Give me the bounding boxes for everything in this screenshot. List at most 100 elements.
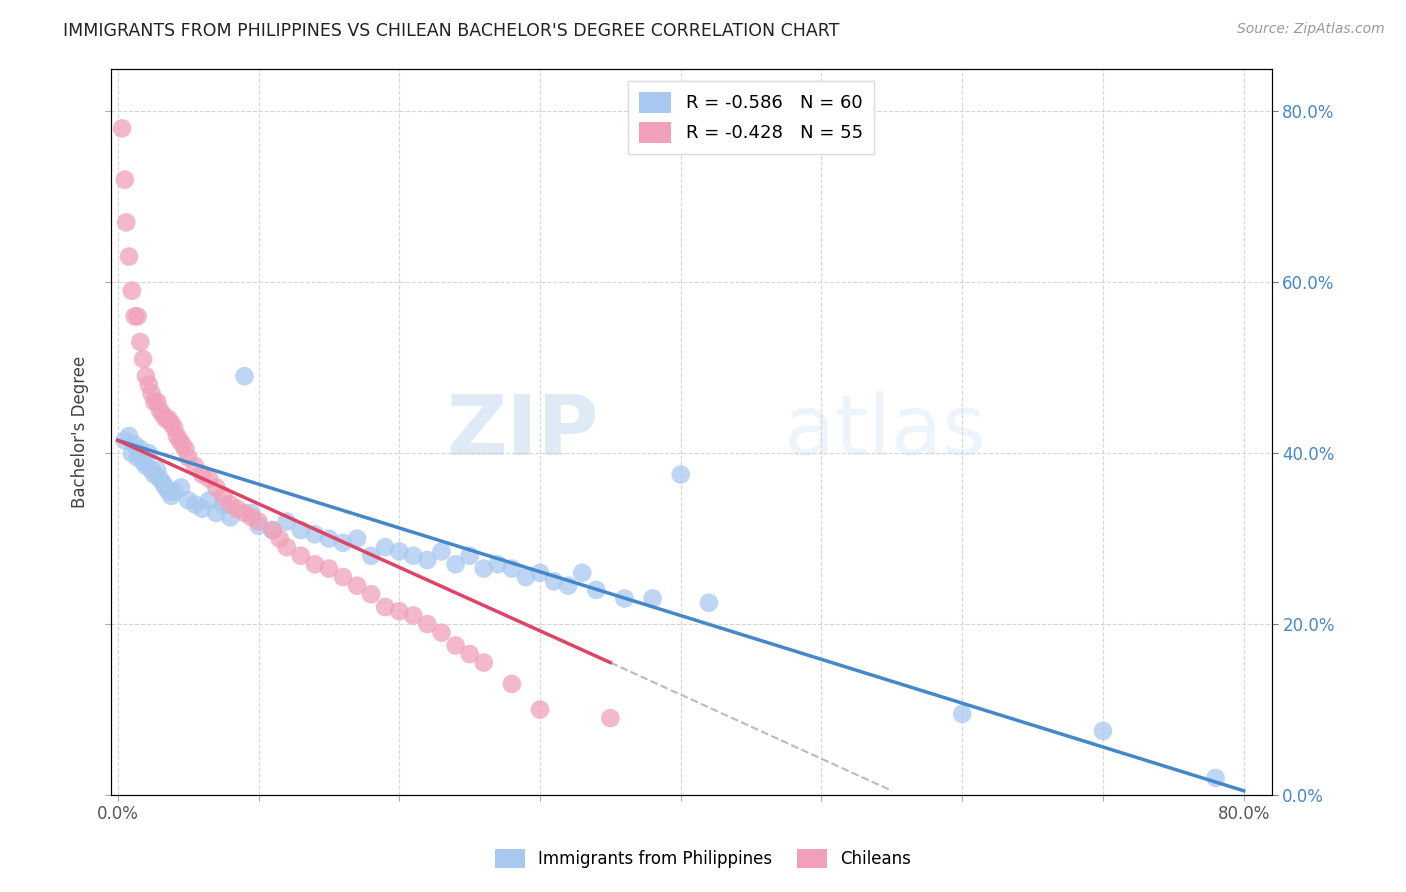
Point: [135, 458, 157, 473]
Point: [198, 493, 221, 508]
Point: [318, 532, 340, 546]
Point: [444, 558, 467, 572]
Point: [166, 429, 188, 443]
Point: [346, 579, 368, 593]
Point: [157, 412, 180, 426]
Point: [163, 484, 186, 499]
Point: [1205, 771, 1227, 785]
Point: [212, 498, 235, 512]
Point: [332, 536, 354, 550]
Point: [402, 549, 425, 563]
Point: [332, 570, 354, 584]
Point: [132, 455, 155, 469]
Point: [486, 558, 509, 572]
Point: [219, 510, 242, 524]
Point: [240, 510, 263, 524]
Point: [571, 566, 593, 580]
Point: [170, 480, 193, 494]
Point: [191, 501, 214, 516]
Point: [585, 582, 607, 597]
Point: [149, 403, 172, 417]
Legend: Immigrants from Philippines, Chileans: Immigrants from Philippines, Chileans: [488, 843, 918, 875]
Point: [174, 442, 197, 456]
Point: [121, 446, 143, 460]
Point: [160, 416, 183, 430]
Point: [290, 549, 312, 563]
Point: [177, 450, 200, 465]
Point: [138, 377, 160, 392]
Point: [132, 352, 155, 367]
Point: [388, 604, 411, 618]
Point: [950, 706, 973, 721]
Point: [157, 484, 180, 499]
Point: [402, 608, 425, 623]
Point: [430, 625, 453, 640]
Point: [114, 172, 136, 186]
Point: [155, 412, 177, 426]
Point: [669, 467, 692, 482]
Point: [276, 540, 298, 554]
Point: [129, 442, 152, 456]
Point: [360, 549, 382, 563]
Point: [233, 506, 256, 520]
Point: [114, 434, 136, 448]
Point: [444, 639, 467, 653]
Point: [149, 472, 172, 486]
Point: [111, 121, 134, 136]
Point: [152, 408, 174, 422]
Point: [163, 420, 186, 434]
Point: [388, 544, 411, 558]
Point: [233, 369, 256, 384]
Point: [458, 549, 481, 563]
Point: [1091, 723, 1114, 738]
Text: atlas: atlas: [785, 392, 986, 472]
Point: [127, 310, 149, 324]
Point: [146, 395, 169, 409]
Point: [529, 566, 551, 580]
Point: [121, 284, 143, 298]
Text: ZIP: ZIP: [446, 392, 599, 472]
Point: [641, 591, 664, 606]
Point: [247, 518, 270, 533]
Point: [118, 429, 141, 443]
Point: [318, 561, 340, 575]
Point: [262, 523, 284, 537]
Point: [416, 617, 439, 632]
Point: [543, 574, 565, 589]
Point: [205, 506, 228, 520]
Point: [152, 476, 174, 491]
Point: [118, 250, 141, 264]
Text: Source: ZipAtlas.com: Source: ZipAtlas.com: [1237, 22, 1385, 37]
Point: [458, 647, 481, 661]
Point: [143, 467, 166, 482]
Point: [191, 467, 214, 482]
Point: [501, 677, 523, 691]
Point: [430, 544, 453, 558]
Point: [599, 711, 621, 725]
Point: [143, 395, 166, 409]
Point: [226, 501, 249, 516]
Point: [129, 334, 152, 349]
Point: [697, 596, 720, 610]
Point: [141, 463, 163, 477]
Point: [374, 600, 396, 615]
Point: [613, 591, 636, 606]
Point: [155, 480, 177, 494]
Point: [240, 506, 263, 520]
Point: [124, 310, 146, 324]
Point: [472, 656, 495, 670]
Legend: R = -0.586   N = 60, R = -0.428   N = 55: R = -0.586 N = 60, R = -0.428 N = 55: [628, 81, 875, 153]
Point: [346, 532, 368, 546]
Point: [115, 215, 138, 229]
Point: [290, 523, 312, 537]
Point: [472, 561, 495, 575]
Point: [557, 579, 579, 593]
Point: [247, 515, 270, 529]
Point: [184, 498, 207, 512]
Point: [501, 561, 523, 575]
Point: [529, 703, 551, 717]
Point: [416, 553, 439, 567]
Point: [304, 527, 326, 541]
Point: [135, 369, 157, 384]
Point: [146, 463, 169, 477]
